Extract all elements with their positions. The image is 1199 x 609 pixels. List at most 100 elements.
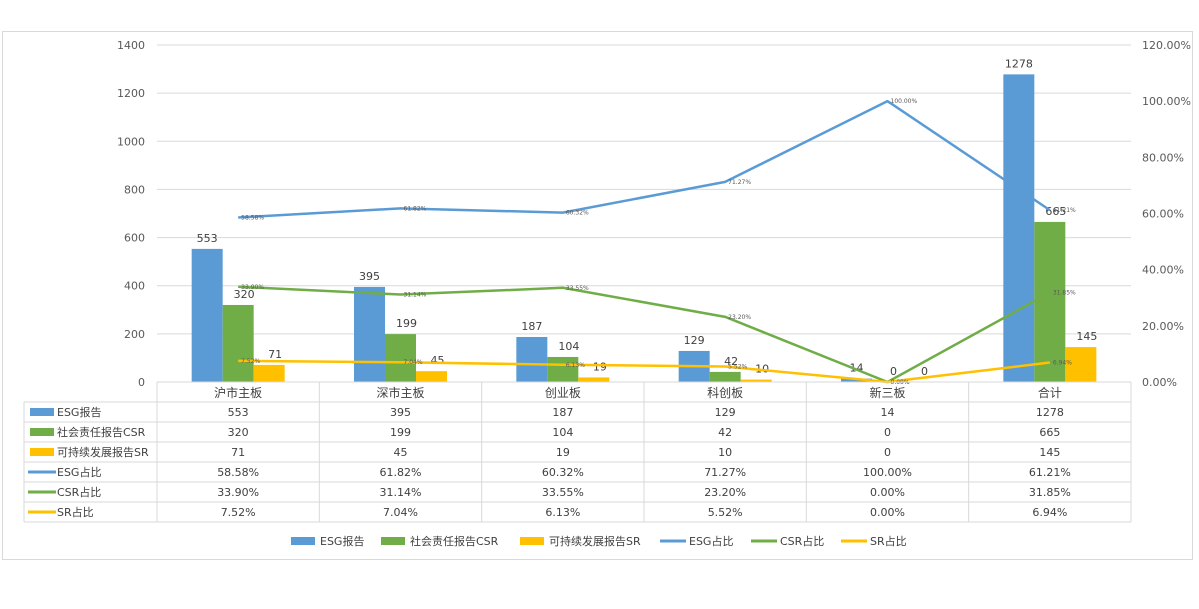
bar-data-label: 395	[359, 270, 380, 283]
table-cell: 33.90%	[217, 486, 259, 499]
bar	[516, 336, 548, 382]
table-series-name: SR占比	[57, 505, 94, 519]
legend-key	[520, 537, 544, 545]
line-data-label: 6.13%	[566, 362, 585, 369]
y-left-tick-label: 1200	[117, 87, 145, 100]
chart-frame	[2, 31, 1193, 560]
table-cell: 1278	[1036, 406, 1064, 419]
bar-data-label: 145	[1076, 330, 1097, 343]
line-data-label: 5.52%	[728, 363, 747, 370]
y-right-tick-label: 20.00%	[1142, 320, 1184, 333]
table-series-name: CSR占比	[57, 485, 101, 499]
table-legend-key	[30, 428, 54, 436]
bar-data-label: 45	[431, 354, 445, 367]
y-left-tick-label: 800	[124, 183, 145, 196]
bar	[709, 371, 741, 382]
legend-label: SR占比	[870, 534, 907, 548]
table-legend-key	[30, 408, 54, 416]
bar-data-label: 0	[890, 365, 897, 378]
category-label: 合计	[1038, 385, 1062, 400]
table-cell: 19	[556, 446, 570, 459]
series-line	[238, 285, 1051, 384]
table-cell: 0.00%	[870, 506, 905, 519]
bar	[1003, 74, 1035, 383]
bar-data-label: 104	[558, 340, 579, 353]
table-cell: 320	[228, 426, 249, 439]
table-cell: 71.27%	[704, 466, 746, 479]
y-left-tick-label: 1000	[117, 135, 145, 148]
table-cell: 42	[718, 426, 732, 439]
table-cell: 6.94%	[1032, 506, 1067, 519]
table-cell: 5.52%	[708, 506, 743, 519]
line-data-label: 71.27%	[728, 179, 751, 186]
table-cell: 23.20%	[704, 486, 746, 499]
legend-key	[291, 537, 315, 545]
bar-data-label: 320	[234, 288, 255, 301]
bar	[354, 286, 385, 382]
table-cell: 0	[884, 426, 891, 439]
legend-label: 可持续发展报告SR	[549, 534, 641, 548]
table-cell: 60.32%	[542, 466, 584, 479]
table-cell: 31.14%	[380, 486, 422, 499]
table-cell: 58.58%	[217, 466, 259, 479]
bar-data-label: 187	[521, 320, 542, 333]
table-cell: 71	[231, 446, 245, 459]
category-label: 新三板	[869, 385, 905, 400]
y-left-tick-label: 600	[124, 232, 145, 245]
table-cell: 199	[390, 426, 411, 439]
bar	[547, 356, 579, 382]
legend-key	[381, 537, 405, 545]
table-cell: 100.00%	[863, 466, 912, 479]
y-right-tick-label: 60.00%	[1142, 208, 1184, 221]
table-cell: 7.04%	[383, 506, 418, 519]
bar-data-label: 553	[197, 232, 218, 245]
y-left-tick-label: 200	[124, 328, 145, 341]
table-series-name: ESG报告	[57, 405, 101, 419]
line-data-label: 33.55%	[566, 285, 589, 292]
y-right-tick-label: 0.00%	[1142, 376, 1177, 389]
bar	[841, 378, 872, 382]
table-cell: 187	[552, 406, 573, 419]
bar	[578, 377, 610, 382]
table-cell: 33.55%	[542, 486, 584, 499]
y-left-tick-label: 0	[138, 376, 145, 389]
bar	[385, 334, 416, 382]
table-cell: 6.13%	[545, 506, 580, 519]
table-cell: 129	[715, 406, 736, 419]
y-right-tick-label: 40.00%	[1142, 264, 1184, 277]
bar	[416, 371, 447, 382]
series-line	[238, 359, 1050, 384]
category-label: 科创板	[707, 386, 743, 400]
bar-data-label: 19	[593, 360, 607, 373]
legend-label: 社会责任报告CSR	[410, 534, 499, 548]
table-cell: 61.82%	[380, 466, 422, 479]
bar-data-label: 42	[724, 355, 738, 368]
category-label: 创业板	[545, 386, 581, 400]
table-cell: 0	[884, 446, 891, 459]
bar-data-label: 199	[396, 317, 417, 330]
line-data-label: 31.14%	[404, 292, 427, 299]
table-cell: 10	[718, 446, 732, 459]
bar-data-label: 1278	[1005, 57, 1033, 70]
y-left-tick-label: 1400	[117, 39, 145, 52]
legend-label: ESG报告	[320, 534, 364, 548]
y-right-tick-label: 120.00%	[1142, 39, 1191, 52]
series-line	[238, 99, 1051, 219]
table-cell: 145	[1039, 446, 1060, 459]
table-cell: 45	[394, 446, 408, 459]
y-right-tick-label: 100.00%	[1142, 95, 1191, 108]
line-data-label: 100.00%	[891, 98, 918, 105]
category-label: 深市主板	[376, 385, 424, 400]
table-cell: 7.52%	[221, 506, 256, 519]
table-cell: 61.21%	[1029, 466, 1071, 479]
bar-data-label: 71	[268, 348, 282, 361]
table-series-name: 可持续发展报告SR	[57, 445, 149, 459]
bar-data-label: 129	[684, 334, 705, 347]
line-data-label: 33.90%	[241, 284, 264, 291]
y-left-tick-label: 400	[124, 280, 145, 293]
line-data-label: 61.82%	[404, 205, 427, 212]
table-cell: 395	[390, 406, 411, 419]
line-data-label: 6.94%	[1053, 360, 1072, 367]
table-series-name: ESG占比	[57, 465, 101, 479]
